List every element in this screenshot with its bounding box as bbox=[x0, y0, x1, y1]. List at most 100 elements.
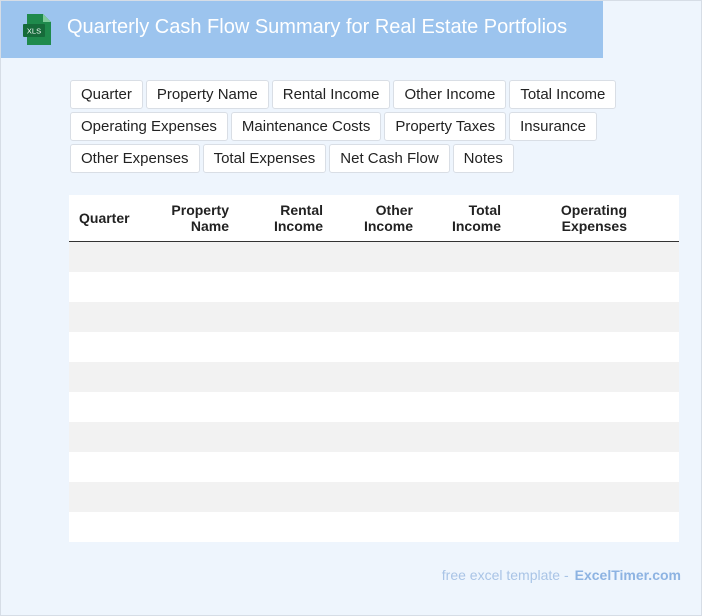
footer-brand[interactable]: ExcelTimer.com bbox=[574, 567, 681, 583]
column-tag[interactable]: Net Cash Flow bbox=[329, 144, 450, 173]
table-cell bbox=[423, 392, 511, 422]
column-header: Total Income bbox=[423, 195, 511, 242]
table-cell bbox=[423, 452, 511, 482]
table-cell bbox=[511, 482, 637, 512]
table-cell bbox=[141, 332, 239, 362]
table-cell bbox=[69, 422, 141, 452]
table-cell bbox=[637, 422, 679, 452]
table-row bbox=[69, 241, 679, 272]
table-cell bbox=[511, 241, 637, 272]
header-bar: XLS Quarterly Cash Flow Summary for Real… bbox=[1, 1, 603, 58]
table-cell bbox=[239, 422, 333, 452]
table-cell bbox=[637, 272, 679, 302]
table-cell bbox=[637, 302, 679, 332]
table-cell bbox=[239, 392, 333, 422]
column-tag[interactable]: Other Income bbox=[393, 80, 507, 109]
data-table: Quarter Property Name Rental Income Other I… bbox=[69, 195, 679, 542]
icon-label: XLS bbox=[27, 27, 41, 36]
table-cell bbox=[239, 272, 333, 302]
table-cell bbox=[511, 422, 637, 452]
table-cell bbox=[423, 512, 511, 542]
table-cell bbox=[239, 512, 333, 542]
table-cell bbox=[69, 302, 141, 332]
column-tag[interactable]: Rental Income bbox=[271, 80, 391, 109]
column-header: Quarter bbox=[69, 195, 141, 242]
table-cell bbox=[511, 392, 637, 422]
table-cell bbox=[637, 452, 679, 482]
column-header: Rental Income bbox=[239, 195, 333, 242]
table-cell bbox=[333, 482, 423, 512]
table-row bbox=[69, 422, 679, 452]
table-body bbox=[69, 241, 679, 543]
page-title: Quarterly Cash Flow Summary for Real Est… bbox=[67, 16, 568, 38]
table-row bbox=[69, 512, 679, 542]
table-cell bbox=[239, 241, 333, 272]
header-row: Quarter Property Name Rental Income Other I… bbox=[69, 195, 679, 242]
table-cell bbox=[511, 512, 637, 542]
table-cell bbox=[239, 362, 333, 392]
column-tag[interactable]: Maintenance Costs bbox=[230, 112, 382, 141]
table-cell bbox=[141, 392, 239, 422]
column-tag[interactable]: Total Income bbox=[509, 80, 617, 109]
table-cell bbox=[637, 392, 679, 422]
table-cell bbox=[69, 241, 141, 272]
table-row bbox=[69, 362, 679, 392]
table-cell bbox=[141, 362, 239, 392]
table-cell bbox=[239, 332, 333, 362]
table-cell bbox=[141, 272, 239, 302]
table-row bbox=[69, 452, 679, 482]
table-cell bbox=[239, 452, 333, 482]
table-cell bbox=[637, 482, 679, 512]
table-cell bbox=[141, 302, 239, 332]
xls-icon: XLS bbox=[23, 14, 51, 45]
table-cell bbox=[141, 512, 239, 542]
table-cell bbox=[333, 422, 423, 452]
table-cell bbox=[69, 392, 141, 422]
table-cell bbox=[511, 452, 637, 482]
table-row bbox=[69, 272, 679, 302]
table-cell bbox=[69, 512, 141, 542]
table-cell bbox=[141, 241, 239, 272]
column-tag[interactable]: Insurance bbox=[509, 112, 597, 141]
table-cell bbox=[239, 302, 333, 332]
column-tag[interactable]: Notes bbox=[452, 144, 514, 173]
table-row bbox=[69, 482, 679, 512]
table-cell bbox=[511, 272, 637, 302]
table-cell bbox=[69, 482, 141, 512]
table-cell bbox=[423, 362, 511, 392]
column-header: Property Name bbox=[141, 195, 239, 242]
table-cell bbox=[69, 272, 141, 302]
column-tag[interactable]: Property Taxes bbox=[384, 112, 507, 141]
column-header: Other Income bbox=[333, 195, 423, 242]
column-tag[interactable]: Total Expenses bbox=[202, 144, 327, 173]
column-tag[interactable]: Property Name bbox=[145, 80, 269, 109]
table-cell bbox=[333, 332, 423, 362]
table-cell bbox=[423, 422, 511, 452]
table-cell bbox=[423, 482, 511, 512]
table-cell bbox=[637, 332, 679, 362]
table-cell bbox=[141, 422, 239, 452]
table-cell bbox=[333, 512, 423, 542]
table-cell bbox=[141, 482, 239, 512]
table-cell bbox=[637, 362, 679, 392]
table-cell bbox=[333, 241, 423, 272]
table-cell bbox=[423, 302, 511, 332]
column-tags: Quarter Property Name Rental Income Other I… bbox=[70, 80, 630, 173]
table-cell bbox=[423, 332, 511, 362]
table-cell bbox=[69, 452, 141, 482]
table-cell bbox=[333, 362, 423, 392]
table-cell bbox=[423, 241, 511, 272]
column-tag[interactable]: Other Expenses bbox=[70, 144, 200, 173]
table-cell bbox=[637, 241, 679, 272]
table-cell bbox=[333, 452, 423, 482]
column-tag[interactable]: Quarter bbox=[70, 80, 143, 109]
table-row bbox=[69, 302, 679, 332]
table-row bbox=[69, 392, 679, 422]
footer: free excel template - ExcelTimer.com bbox=[442, 567, 681, 583]
table-cell bbox=[69, 362, 141, 392]
column-tag[interactable]: Operating Expenses bbox=[70, 112, 228, 141]
table-cell bbox=[69, 332, 141, 362]
table-cell bbox=[511, 362, 637, 392]
table-cell bbox=[333, 392, 423, 422]
